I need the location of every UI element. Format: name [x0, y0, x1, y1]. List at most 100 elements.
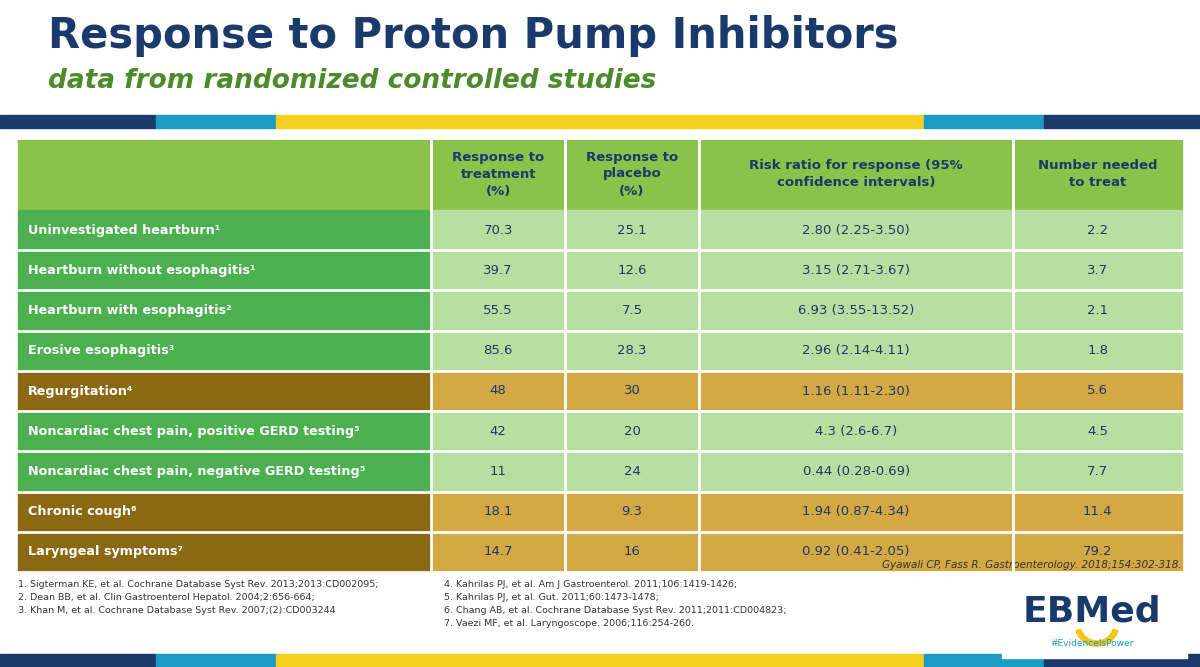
Bar: [431, 452, 565, 492]
Bar: [565, 452, 698, 492]
Bar: [1013, 371, 1182, 411]
Bar: [1002, 598, 1187, 658]
Text: Noncardiac chest pain, positive GERD testing⁵: Noncardiac chest pain, positive GERD tes…: [28, 425, 360, 438]
Bar: [1013, 290, 1182, 331]
Text: EBMed: EBMed: [1022, 595, 1162, 629]
Text: data from randomized controlled studies: data from randomized controlled studies: [48, 68, 656, 94]
Text: Number needed
to treat: Number needed to treat: [1038, 159, 1157, 189]
Bar: [565, 138, 698, 210]
Text: 4. Kahrilas PJ, et al. Am J Gastroenterol. 2011;106:1419-1426;: 4. Kahrilas PJ, et al. Am J Gastroentero…: [444, 580, 737, 589]
Text: #EvidenceIsPower: #EvidenceIsPower: [1050, 638, 1134, 648]
Text: Response to
treatment
(%): Response to treatment (%): [452, 151, 545, 197]
Text: 25.1: 25.1: [617, 223, 647, 237]
Text: 42: 42: [490, 425, 506, 438]
Bar: [1013, 532, 1182, 572]
Text: 3.15 (2.71-3.67): 3.15 (2.71-3.67): [802, 264, 910, 277]
Bar: [1013, 331, 1182, 371]
Bar: [565, 492, 698, 532]
Text: 14.7: 14.7: [484, 546, 512, 558]
Bar: [698, 331, 1013, 371]
Bar: [18, 210, 431, 250]
Bar: [431, 250, 565, 290]
Text: 30: 30: [624, 384, 641, 398]
Text: 48: 48: [490, 384, 506, 398]
Text: Risk ratio for response (95%
confidence intervals): Risk ratio for response (95% confidence …: [749, 159, 962, 189]
Text: 6.93 (3.55-13.52): 6.93 (3.55-13.52): [798, 304, 914, 317]
Bar: [431, 138, 565, 210]
Text: 0.44 (0.28-0.69): 0.44 (0.28-0.69): [803, 465, 910, 478]
Text: 20: 20: [624, 425, 641, 438]
Text: 70.3: 70.3: [484, 223, 512, 237]
Bar: [565, 411, 698, 452]
Bar: [1013, 492, 1182, 532]
Text: 2.80 (2.25-3.50): 2.80 (2.25-3.50): [803, 223, 910, 237]
Bar: [924, 654, 1044, 667]
Text: 2.96 (2.14-4.11): 2.96 (2.14-4.11): [803, 344, 910, 358]
Text: 7. Vaezi MF, et al. Laryngoscope. 2006;116:254-260.: 7. Vaezi MF, et al. Laryngoscope. 2006;1…: [444, 619, 694, 628]
Text: 2. Dean BB, et al. Clin Gastroenterol Hepatol. 2004;2:656-664;: 2. Dean BB, et al. Clin Gastroenterol He…: [18, 593, 314, 602]
Text: Heartburn with esophagitis²: Heartburn with esophagitis²: [28, 304, 232, 317]
Bar: [18, 331, 431, 371]
Text: 1.16 (1.11-2.30): 1.16 (1.11-2.30): [802, 384, 910, 398]
Bar: [18, 371, 431, 411]
Text: Gyawali CP, Fass R. Gastroenterology. 2018;154:302-318.: Gyawali CP, Fass R. Gastroenterology. 20…: [882, 560, 1182, 570]
Bar: [431, 532, 565, 572]
Bar: [431, 411, 565, 452]
Bar: [924, 115, 1044, 128]
Bar: [1013, 411, 1182, 452]
Text: Erosive esophagitis³: Erosive esophagitis³: [28, 344, 174, 358]
Text: Heartburn without esophagitis¹: Heartburn without esophagitis¹: [28, 264, 256, 277]
Bar: [276, 115, 924, 128]
Text: 1.94 (0.87-4.34): 1.94 (0.87-4.34): [803, 505, 910, 518]
Text: 85.6: 85.6: [484, 344, 512, 358]
Bar: [698, 138, 1013, 210]
Bar: [1044, 654, 1200, 667]
Bar: [1013, 452, 1182, 492]
Text: Uninvestigated heartburn¹: Uninvestigated heartburn¹: [28, 223, 221, 237]
Text: 2.1: 2.1: [1087, 304, 1108, 317]
Text: 9.3: 9.3: [622, 505, 642, 518]
Text: 4.5: 4.5: [1087, 425, 1108, 438]
Bar: [565, 331, 698, 371]
Bar: [698, 290, 1013, 331]
Text: 7.5: 7.5: [622, 304, 642, 317]
Bar: [698, 371, 1013, 411]
Bar: [156, 115, 276, 128]
Text: 79.2: 79.2: [1082, 546, 1112, 558]
Text: 3. Khan M, et al. Cochrane Database Syst Rev. 2007;(2):CD003244: 3. Khan M, et al. Cochrane Database Syst…: [18, 606, 336, 615]
Text: 28.3: 28.3: [617, 344, 647, 358]
Text: 6. Chang AB, et al. Cochrane Database Syst Rev. 2011;2011:CD004823;: 6. Chang AB, et al. Cochrane Database Sy…: [444, 606, 786, 615]
Bar: [18, 250, 431, 290]
Bar: [18, 492, 431, 532]
Text: 12.6: 12.6: [617, 264, 647, 277]
Polygon shape: [1076, 629, 1118, 646]
Bar: [698, 250, 1013, 290]
Bar: [1013, 210, 1182, 250]
Bar: [156, 654, 276, 667]
Bar: [18, 138, 431, 210]
Text: Response to Proton Pump Inhibitors: Response to Proton Pump Inhibitors: [48, 15, 899, 57]
Text: 4.3 (2.6-6.7): 4.3 (2.6-6.7): [815, 425, 898, 438]
Bar: [1044, 115, 1200, 128]
Text: 18.1: 18.1: [484, 505, 512, 518]
Text: 11.4: 11.4: [1082, 505, 1112, 518]
Bar: [565, 371, 698, 411]
Text: 24: 24: [624, 465, 641, 478]
Text: Regurgitation⁴: Regurgitation⁴: [28, 384, 133, 398]
Bar: [698, 452, 1013, 492]
Bar: [565, 290, 698, 331]
Text: 1. Sigterman KE, et al. Cochrane Database Syst Rev. 2013;2013:CD002095;: 1. Sigterman KE, et al. Cochrane Databas…: [18, 580, 378, 589]
Bar: [698, 492, 1013, 532]
Bar: [431, 371, 565, 411]
Text: 5. Kahrilas PJ, et al. Gut. 2011;60:1473-1478;: 5. Kahrilas PJ, et al. Gut. 2011;60:1473…: [444, 593, 659, 602]
Bar: [18, 411, 431, 452]
Bar: [1013, 250, 1182, 290]
Bar: [0, 115, 156, 128]
Text: 7.7: 7.7: [1087, 465, 1108, 478]
Text: 3.7: 3.7: [1087, 264, 1108, 277]
Bar: [565, 250, 698, 290]
Bar: [431, 331, 565, 371]
Text: 11: 11: [490, 465, 506, 478]
Bar: [0, 654, 156, 667]
Text: Chronic cough⁶: Chronic cough⁶: [28, 505, 137, 518]
